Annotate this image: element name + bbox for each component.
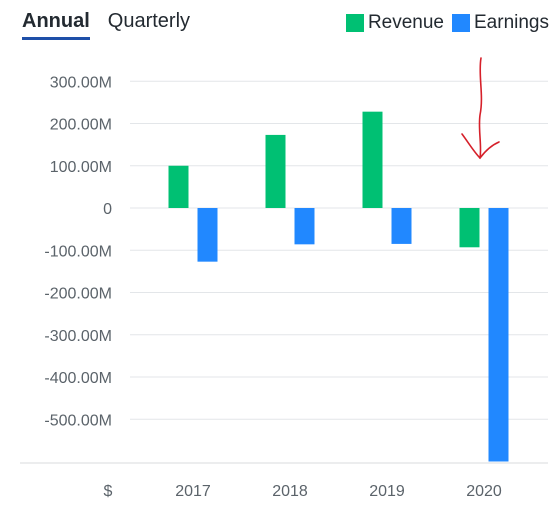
y-tick-label: 0 (103, 201, 112, 218)
x-tick-label: 2018 (272, 483, 308, 500)
legend-label-earnings: Earnings (474, 12, 549, 33)
legend-label-revenue: Revenue (367, 12, 444, 33)
tab-quarterly[interactable]: Quarterly (107, 10, 191, 32)
y-tick-label: 100.00M (50, 159, 112, 176)
earnings-swatch (452, 14, 470, 32)
annotation-arrow-shaft (478, 57, 483, 159)
bar-earnings-2020 (488, 208, 509, 462)
x-tick-label: 2020 (466, 483, 502, 500)
y-tick-label: -300.00M (44, 328, 112, 345)
y-tick-label: 300.00M (50, 74, 112, 91)
y-tick-label: 200.00M (50, 117, 112, 134)
y-tick-label: -100.00M (44, 243, 112, 260)
x-tick-label: 2019 (369, 483, 405, 500)
bar-revenue-2018 (265, 134, 286, 208)
chart-legend: Revenue Earnings (345, 12, 549, 34)
bar-earnings-2019 (391, 208, 412, 244)
bar-revenue-2017 (168, 165, 189, 208)
bar-earnings-2017 (197, 208, 218, 262)
bar-earnings-2018 (294, 208, 315, 245)
legend-item-earnings: Earnings (452, 12, 549, 34)
period-tabs: Annual Quarterly (22, 10, 190, 40)
bar-revenue-2020 (459, 208, 480, 248)
tab-annual[interactable]: Annual (22, 10, 90, 40)
y-tick-label: -200.00M (44, 286, 112, 303)
revenue-swatch (345, 14, 364, 32)
y-tick-label: -400.00M (44, 370, 112, 387)
x-tick-label: 2017 (175, 483, 211, 500)
annotation-arrow-head (461, 133, 500, 160)
legend-item-revenue: Revenue (345, 12, 444, 34)
bar-revenue-2019 (362, 111, 383, 208)
y-tick-label: -500.00M (44, 412, 112, 429)
currency-label: $ (104, 483, 113, 500)
